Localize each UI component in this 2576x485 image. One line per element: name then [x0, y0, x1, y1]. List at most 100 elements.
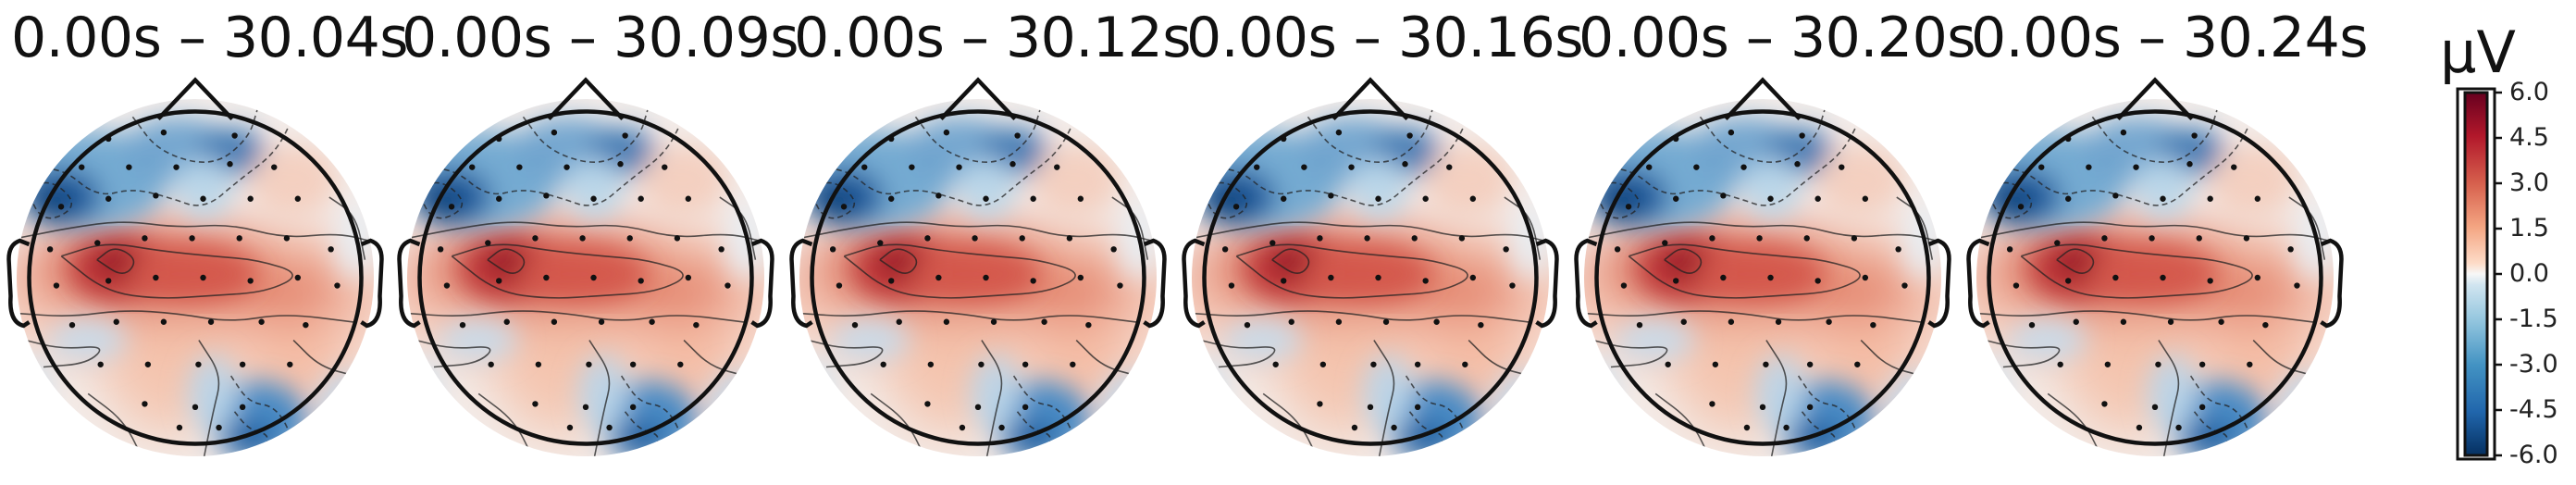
- sensor-dot: [1301, 164, 1307, 170]
- sensor-dot: [2006, 246, 2013, 253]
- sensor-dot: [2112, 193, 2119, 199]
- sensor-dot: [216, 424, 222, 431]
- sensor-dot: [629, 361, 637, 367]
- sensor-dot: [1348, 164, 1355, 170]
- sensor-dot: [1775, 318, 1782, 325]
- sensor-dot: [1317, 401, 1323, 407]
- sensor-dot: [294, 195, 302, 202]
- sensor-dot: [959, 424, 966, 431]
- sensor-dot: [590, 274, 597, 281]
- sensor-dot: [1232, 204, 1240, 210]
- sensor-dot: [649, 318, 655, 325]
- sensor-dot: [535, 361, 542, 367]
- sensor-dot: [283, 235, 291, 242]
- sensor-dot: [227, 161, 233, 168]
- sensor-dot: [1009, 161, 1016, 168]
- sensor-dot: [68, 321, 76, 329]
- sensor-dot: [1269, 240, 1276, 246]
- sensor-dot: [617, 161, 624, 168]
- nose-outline: [1331, 77, 1409, 121]
- colorbar-unit-label: µV: [2440, 19, 2516, 86]
- sensor-dot: [1041, 318, 1047, 325]
- sensor-dot: [485, 240, 491, 246]
- sensor-dot: [2186, 161, 2193, 168]
- sensor-dot: [142, 235, 148, 242]
- sensor-dot: [1756, 235, 1763, 242]
- sensor-dot: [2120, 318, 2127, 325]
- sensor-dot: [638, 195, 644, 202]
- sensor-dot: [2247, 361, 2253, 367]
- sensor-dot: [287, 361, 293, 367]
- sensor-dot: [1014, 132, 1021, 139]
- sensor-dot: [1288, 318, 1294, 325]
- sensor-dot: [1636, 321, 1643, 329]
- sensor-dot: [2120, 129, 2127, 136]
- sensor-dot: [1077, 195, 1084, 202]
- topomap-panel-3: [789, 77, 1167, 456]
- sensor-markers: [1614, 129, 1908, 431]
- sensor-dot: [448, 204, 455, 210]
- sensor-dot: [1901, 282, 1908, 289]
- topomap-field: [407, 99, 764, 456]
- sensor-dot: [105, 135, 112, 143]
- sensor-dot: [303, 321, 309, 329]
- sensor-dot: [46, 246, 54, 253]
- sensor-dot: [972, 235, 978, 242]
- sensor-dot: [328, 246, 334, 253]
- sensor-dot: [1281, 195, 1287, 202]
- sensor-dot: [1478, 321, 1484, 329]
- right-ear-outline: [360, 238, 384, 329]
- head-outline: [1202, 109, 1539, 446]
- sensor-dot: [2160, 195, 2166, 202]
- colorbar-tick-label: -1.5: [2509, 305, 2558, 333]
- sensor-dot: [1414, 361, 1421, 367]
- sensor-dot: [1503, 246, 1509, 253]
- sensor-dot: [437, 246, 444, 253]
- sensor-dot: [1665, 361, 1671, 367]
- colorbar-tick-label: 4.5: [2509, 123, 2549, 152]
- sensor-dot: [2017, 204, 2025, 210]
- sensor-dot: [1254, 164, 1260, 170]
- sensor-dot: [1228, 282, 1235, 289]
- panel-title-2: 0.00s – 30.09s: [402, 6, 799, 70]
- sensor-dot: [935, 193, 942, 199]
- right-ear-outline: [1927, 238, 1951, 329]
- sensor-dot: [1022, 404, 1029, 411]
- sensor-dot: [1085, 321, 1092, 329]
- sensor-dot: [1851, 235, 1858, 242]
- sensor-dot: [2054, 240, 2061, 246]
- sensor-dot: [2065, 135, 2072, 143]
- colorbar-tick-label: -6.0: [2509, 441, 2558, 469]
- sensor-dot: [1319, 361, 1327, 367]
- sensor-dot: [1462, 361, 1468, 367]
- nose-outline: [547, 77, 625, 121]
- sensor-dot: [1862, 195, 1869, 202]
- colorbar-tick-label: 0.0: [2509, 259, 2549, 288]
- sensor-dot: [2112, 274, 2119, 281]
- sensor-dot: [195, 361, 202, 367]
- sensor-dot: [488, 361, 494, 367]
- sensor-dot: [1411, 235, 1418, 242]
- sensor-dot: [207, 318, 215, 325]
- sensor-dot: [2101, 235, 2108, 242]
- sensor-dot: [1281, 278, 1287, 284]
- sensor-dot: [2191, 132, 2198, 139]
- sensor-dot: [662, 164, 668, 170]
- nose-outline: [2116, 77, 2194, 121]
- sensor-dot: [532, 235, 539, 242]
- sensor-dot: [626, 235, 633, 242]
- sensor-dot: [2254, 195, 2261, 202]
- sensor-dot: [1335, 318, 1343, 325]
- sensor-dot: [1709, 235, 1715, 242]
- sensor-dot: [1794, 161, 1801, 168]
- sensor-dot: [97, 361, 104, 367]
- sensor-dot: [334, 282, 341, 289]
- left-ear-outline: [397, 238, 421, 329]
- sensor-dot: [1673, 195, 1679, 202]
- sensor-markers: [437, 129, 731, 431]
- sensor-dot: [126, 164, 132, 170]
- sensor-dot: [2231, 164, 2237, 170]
- sensor-dot: [503, 318, 510, 325]
- sensor-dot: [1469, 195, 1477, 202]
- sensor-dot: [880, 361, 886, 367]
